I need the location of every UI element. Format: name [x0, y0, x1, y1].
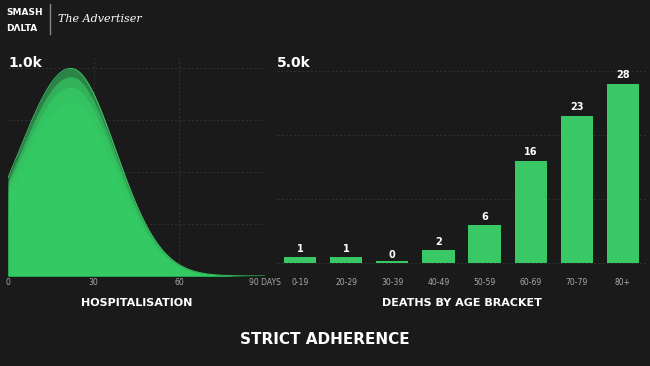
Text: The Advertiser: The Advertiser: [58, 14, 142, 24]
Bar: [330, 257, 362, 263]
Text: 40-49: 40-49: [427, 278, 450, 287]
Text: 30-39: 30-39: [381, 278, 404, 287]
Text: 0-19: 0-19: [291, 278, 309, 287]
Text: 1.0k: 1.0k: [8, 56, 42, 70]
Bar: [376, 261, 408, 263]
Text: DEATHS BY AGE BRACKET: DEATHS BY AGE BRACKET: [382, 298, 541, 308]
Text: 30: 30: [89, 278, 99, 287]
Text: DΛLTA: DΛLTA: [6, 23, 37, 33]
Text: 23: 23: [570, 102, 584, 112]
Text: 1: 1: [296, 243, 304, 254]
Bar: [284, 257, 316, 263]
Text: 2: 2: [435, 237, 442, 247]
Text: 60-69: 60-69: [519, 278, 542, 287]
Text: 1: 1: [343, 243, 350, 254]
Bar: [422, 250, 454, 263]
Text: 0: 0: [6, 278, 10, 287]
Text: SMASH: SMASH: [6, 8, 43, 17]
Text: 90 DAYS: 90 DAYS: [249, 278, 281, 287]
Text: 6: 6: [481, 212, 488, 221]
Text: 5.0k: 5.0k: [277, 56, 311, 70]
Text: 20-29: 20-29: [335, 278, 358, 287]
Text: 60: 60: [174, 278, 184, 287]
Text: HOSPITALISATION: HOSPITALISATION: [81, 298, 192, 308]
Bar: [561, 116, 593, 263]
Text: 50-59: 50-59: [473, 278, 496, 287]
Bar: [515, 161, 547, 263]
Text: 80+: 80+: [615, 278, 631, 287]
Text: 0: 0: [389, 250, 396, 260]
Bar: [469, 225, 500, 263]
Text: 70-79: 70-79: [566, 278, 588, 287]
Text: 28: 28: [616, 70, 630, 81]
Text: STRICT ADHERENCE: STRICT ADHERENCE: [240, 332, 410, 347]
Text: 16: 16: [524, 147, 538, 157]
Bar: [607, 84, 639, 263]
